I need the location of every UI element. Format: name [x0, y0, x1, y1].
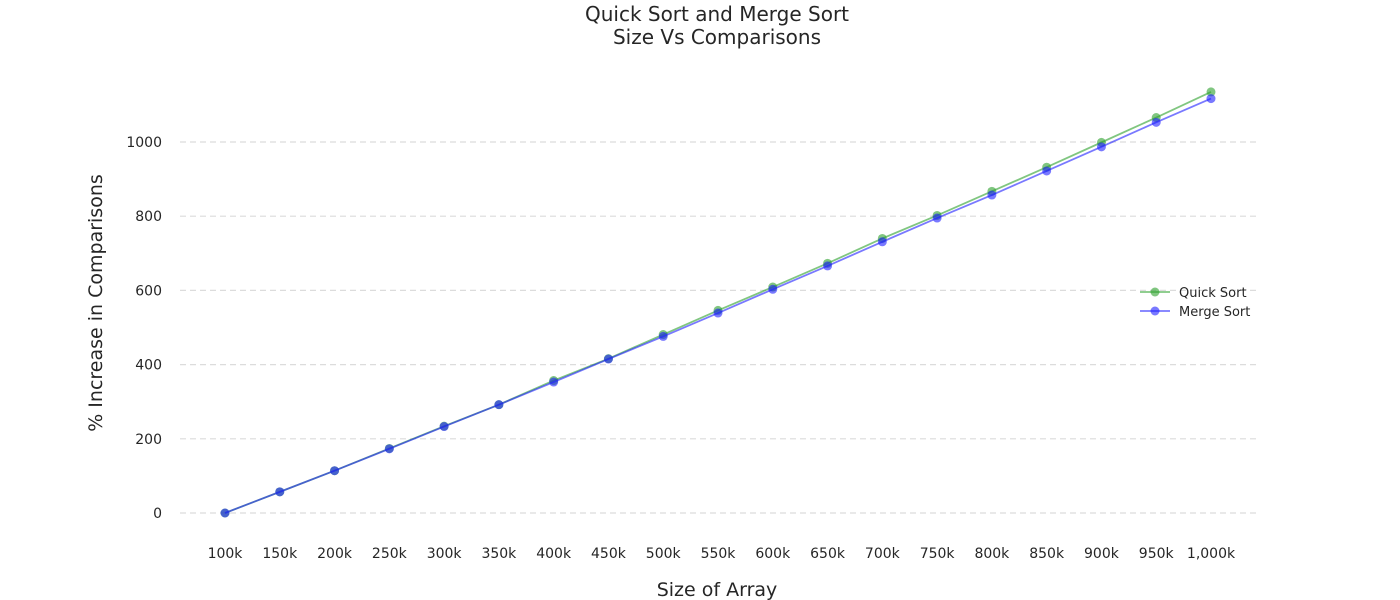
x-tick-250k: 250k	[372, 546, 408, 562]
x-tick-150k: 150k	[262, 546, 298, 562]
point-merge-sort-800k	[987, 190, 997, 200]
point-quick-sort-1-000k	[1206, 87, 1216, 97]
x-tick-800k: 800k	[974, 546, 1010, 562]
point-merge-sort-100k	[220, 508, 230, 518]
x-tick-850k: 850k	[1029, 546, 1065, 562]
point-merge-sort-250k	[384, 444, 394, 454]
point-merge-sort-550k	[713, 308, 723, 318]
y-tick-800: 800	[135, 209, 162, 225]
legend-marker-quick-sort	[1150, 287, 1160, 297]
x-tick-1-000k: 1,000k	[1187, 546, 1236, 562]
point-merge-sort-400k	[549, 377, 559, 387]
point-merge-sort-700k	[877, 237, 887, 247]
x-tick-650k: 650k	[810, 546, 846, 562]
y-tick-labels: 0 200 400 600 800 1000	[126, 135, 162, 522]
point-merge-sort-750k	[932, 213, 942, 223]
point-merge-sort-900k	[1096, 142, 1106, 152]
x-tick-300k: 300k	[427, 546, 463, 562]
point-merge-sort-1-000k	[1206, 94, 1216, 104]
x-tick-600k: 600k	[755, 546, 791, 562]
series-line-quick-sort	[224, 91, 1212, 514]
y-tick-200: 200	[135, 432, 162, 448]
x-tick-400k: 400k	[536, 546, 572, 562]
point-merge-sort-650k	[823, 261, 833, 271]
point-merge-sort-150k	[275, 487, 285, 497]
x-tick-750k: 750k	[920, 546, 956, 562]
grid-lines	[180, 141, 1260, 514]
x-tick-900k: 900k	[1084, 546, 1120, 562]
x-axis-label: Size of Array	[657, 579, 778, 600]
legend-label-quick-sort: Quick Sort	[1179, 286, 1247, 301]
chart-subtitle: Size Vs Comparisons	[613, 25, 821, 49]
y-tick-400: 400	[135, 358, 162, 374]
point-merge-sort-300k	[439, 422, 449, 432]
series-merge-sort	[220, 94, 1216, 518]
chart-title: Quick Sort and Merge Sort	[585, 2, 849, 26]
x-tick-450k: 450k	[591, 546, 627, 562]
x-tick-100k: 100k	[208, 546, 244, 562]
point-merge-sort-200k	[330, 466, 340, 476]
point-merge-sort-500k	[658, 331, 668, 341]
legend-label-merge-sort: Merge Sort	[1179, 305, 1250, 320]
point-merge-sort-950k	[1151, 117, 1161, 127]
legend: Quick Sort Merge Sort	[1140, 286, 1250, 320]
x-tick-labels: 100k 150k 200k 250k 300k 350k 400k 450k 500k 550k…	[208, 546, 1236, 562]
series-quick-sort	[220, 87, 1216, 518]
x-tick-950k: 950k	[1139, 546, 1175, 562]
y-tick-600: 600	[135, 283, 162, 299]
y-tick-0: 0	[153, 506, 162, 522]
y-tick-1000: 1000	[126, 135, 162, 151]
point-merge-sort-850k	[1042, 166, 1052, 176]
x-tick-700k: 700k	[865, 546, 901, 562]
x-tick-200k: 200k	[317, 546, 353, 562]
x-tick-550k: 550k	[701, 546, 737, 562]
point-merge-sort-350k	[494, 400, 504, 410]
point-merge-sort-450k	[603, 354, 613, 364]
x-tick-500k: 500k	[646, 546, 682, 562]
series-group	[220, 87, 1216, 518]
legend-marker-merge-sort	[1150, 306, 1160, 316]
x-tick-350k: 350k	[481, 546, 517, 562]
y-axis-label: % Increase in Comparisons	[85, 174, 107, 432]
point-merge-sort-600k	[768, 284, 778, 294]
